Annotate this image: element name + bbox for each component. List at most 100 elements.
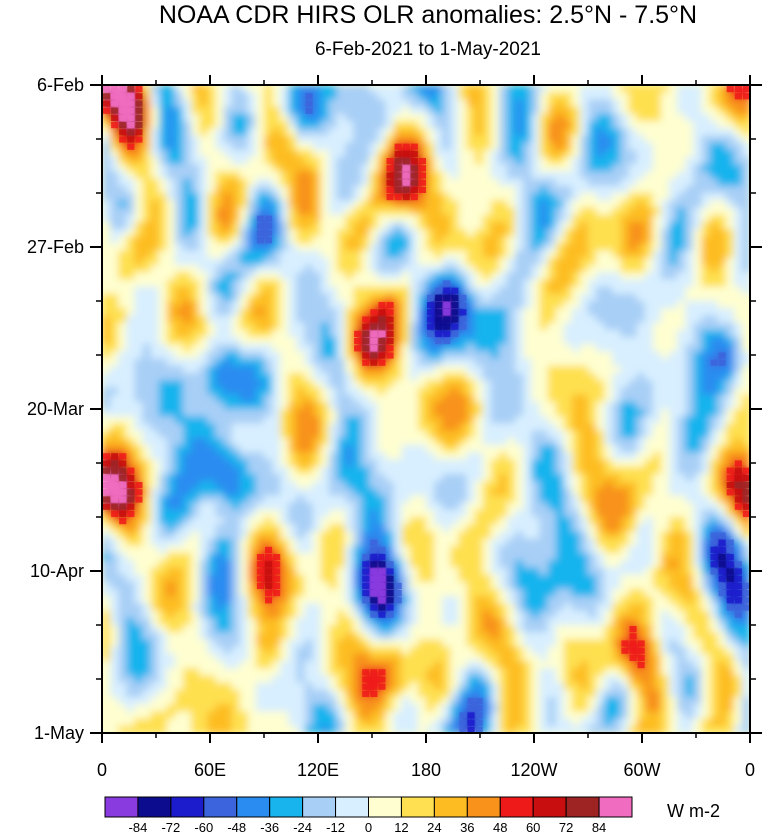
- field-cell: [320, 401, 330, 410]
- field-cell: [685, 229, 694, 237]
- field-cell: [741, 113, 750, 122]
- field-cell: [596, 257, 605, 266]
- field-cell: [255, 171, 265, 180]
- field-cell: [701, 193, 711, 201]
- field-cell: [110, 243, 119, 252]
- field-cell: [166, 473, 176, 482]
- field-cell: [207, 445, 216, 453]
- field-cell: [215, 99, 225, 108]
- field-cell: [312, 481, 322, 489]
- field-cell: [150, 322, 160, 331]
- field-cell: [685, 149, 694, 158]
- field-cell: [296, 380, 306, 388]
- field-cell: [515, 344, 524, 352]
- field-cell: [118, 200, 127, 208]
- field-cell: [191, 236, 200, 244]
- field-cell: [280, 214, 289, 223]
- field-cell: [320, 106, 330, 115]
- field-cell: [458, 466, 468, 475]
- field-cell: [579, 509, 589, 518]
- field-cell: [255, 517, 265, 525]
- field-cell: [426, 164, 435, 172]
- field-cell: [741, 524, 750, 532]
- field-cell: [223, 437, 233, 446]
- field-cell: [409, 488, 419, 496]
- field-cell: [685, 128, 694, 136]
- field-cell: [393, 322, 403, 331]
- field-cell: [231, 452, 241, 460]
- field-cell: [725, 401, 735, 410]
- field-cell: [199, 279, 208, 288]
- field-cell: [547, 315, 557, 324]
- field-cell: [588, 236, 597, 244]
- field-cell: [166, 394, 176, 403]
- field-cell: [490, 279, 500, 288]
- field-cell: [515, 142, 524, 151]
- field-cell: [385, 221, 395, 230]
- field-cell: [644, 358, 654, 367]
- field-cell: [369, 229, 378, 237]
- field-cell: [223, 121, 233, 129]
- field-cell: [207, 373, 216, 381]
- field-cell: [644, 106, 654, 115]
- field-cell: [571, 401, 581, 410]
- field-cell: [733, 229, 743, 237]
- field-cell: [652, 365, 662, 374]
- field-cell: [652, 214, 662, 223]
- field-cell: [401, 430, 411, 439]
- field-cell: [361, 92, 370, 100]
- field-cell: [555, 423, 565, 432]
- field-cell: [523, 344, 532, 352]
- field-cell: [369, 502, 378, 511]
- field-cell: [272, 164, 281, 172]
- field-cell: [725, 394, 735, 403]
- field-cell: [312, 171, 322, 180]
- field-cell: [328, 200, 338, 208]
- field-cell: [523, 135, 532, 144]
- field-cell: [669, 308, 678, 316]
- field-cell: [231, 171, 241, 180]
- field-cell: [401, 459, 411, 468]
- field-cell: [417, 279, 427, 288]
- field-cell: [255, 142, 265, 151]
- field-cell: [174, 409, 184, 417]
- field-cell: [361, 373, 370, 381]
- field-cell: [328, 517, 338, 525]
- field-cell: [725, 171, 735, 180]
- field-cell: [264, 293, 273, 302]
- field-cell: [223, 243, 233, 252]
- field-cell: [701, 279, 711, 288]
- field-cell: [150, 387, 160, 396]
- field-cell: [296, 128, 306, 136]
- field-cell: [320, 229, 330, 237]
- field-cell: [555, 185, 565, 194]
- field-cell: [490, 416, 500, 424]
- field-cell: [417, 481, 427, 489]
- field-cell: [612, 322, 621, 331]
- field-cell: [312, 488, 322, 496]
- field-cell: [701, 243, 711, 252]
- field-cell: [166, 171, 176, 180]
- field-cell: [296, 322, 306, 331]
- field-cell: [474, 365, 484, 374]
- field-cell: [393, 430, 403, 439]
- field-cell: [401, 380, 411, 388]
- field-cell: [693, 452, 702, 460]
- field-cell: [409, 214, 419, 223]
- field-cell: [555, 473, 565, 482]
- field-cell: [442, 481, 451, 489]
- field-cell: [604, 214, 613, 223]
- field-cell: [118, 380, 127, 388]
- field-cell: [555, 200, 565, 208]
- field-cell: [701, 337, 711, 345]
- field-cell: [547, 207, 557, 216]
- field-cell: [741, 322, 750, 331]
- field-cell: [239, 524, 249, 532]
- field-cell: [215, 315, 225, 324]
- field-cell: [547, 99, 557, 108]
- field-cell: [320, 200, 330, 208]
- field-cell: [118, 293, 127, 302]
- field-cell: [174, 351, 184, 360]
- field-cell: [409, 207, 419, 216]
- field-cell: [134, 185, 144, 194]
